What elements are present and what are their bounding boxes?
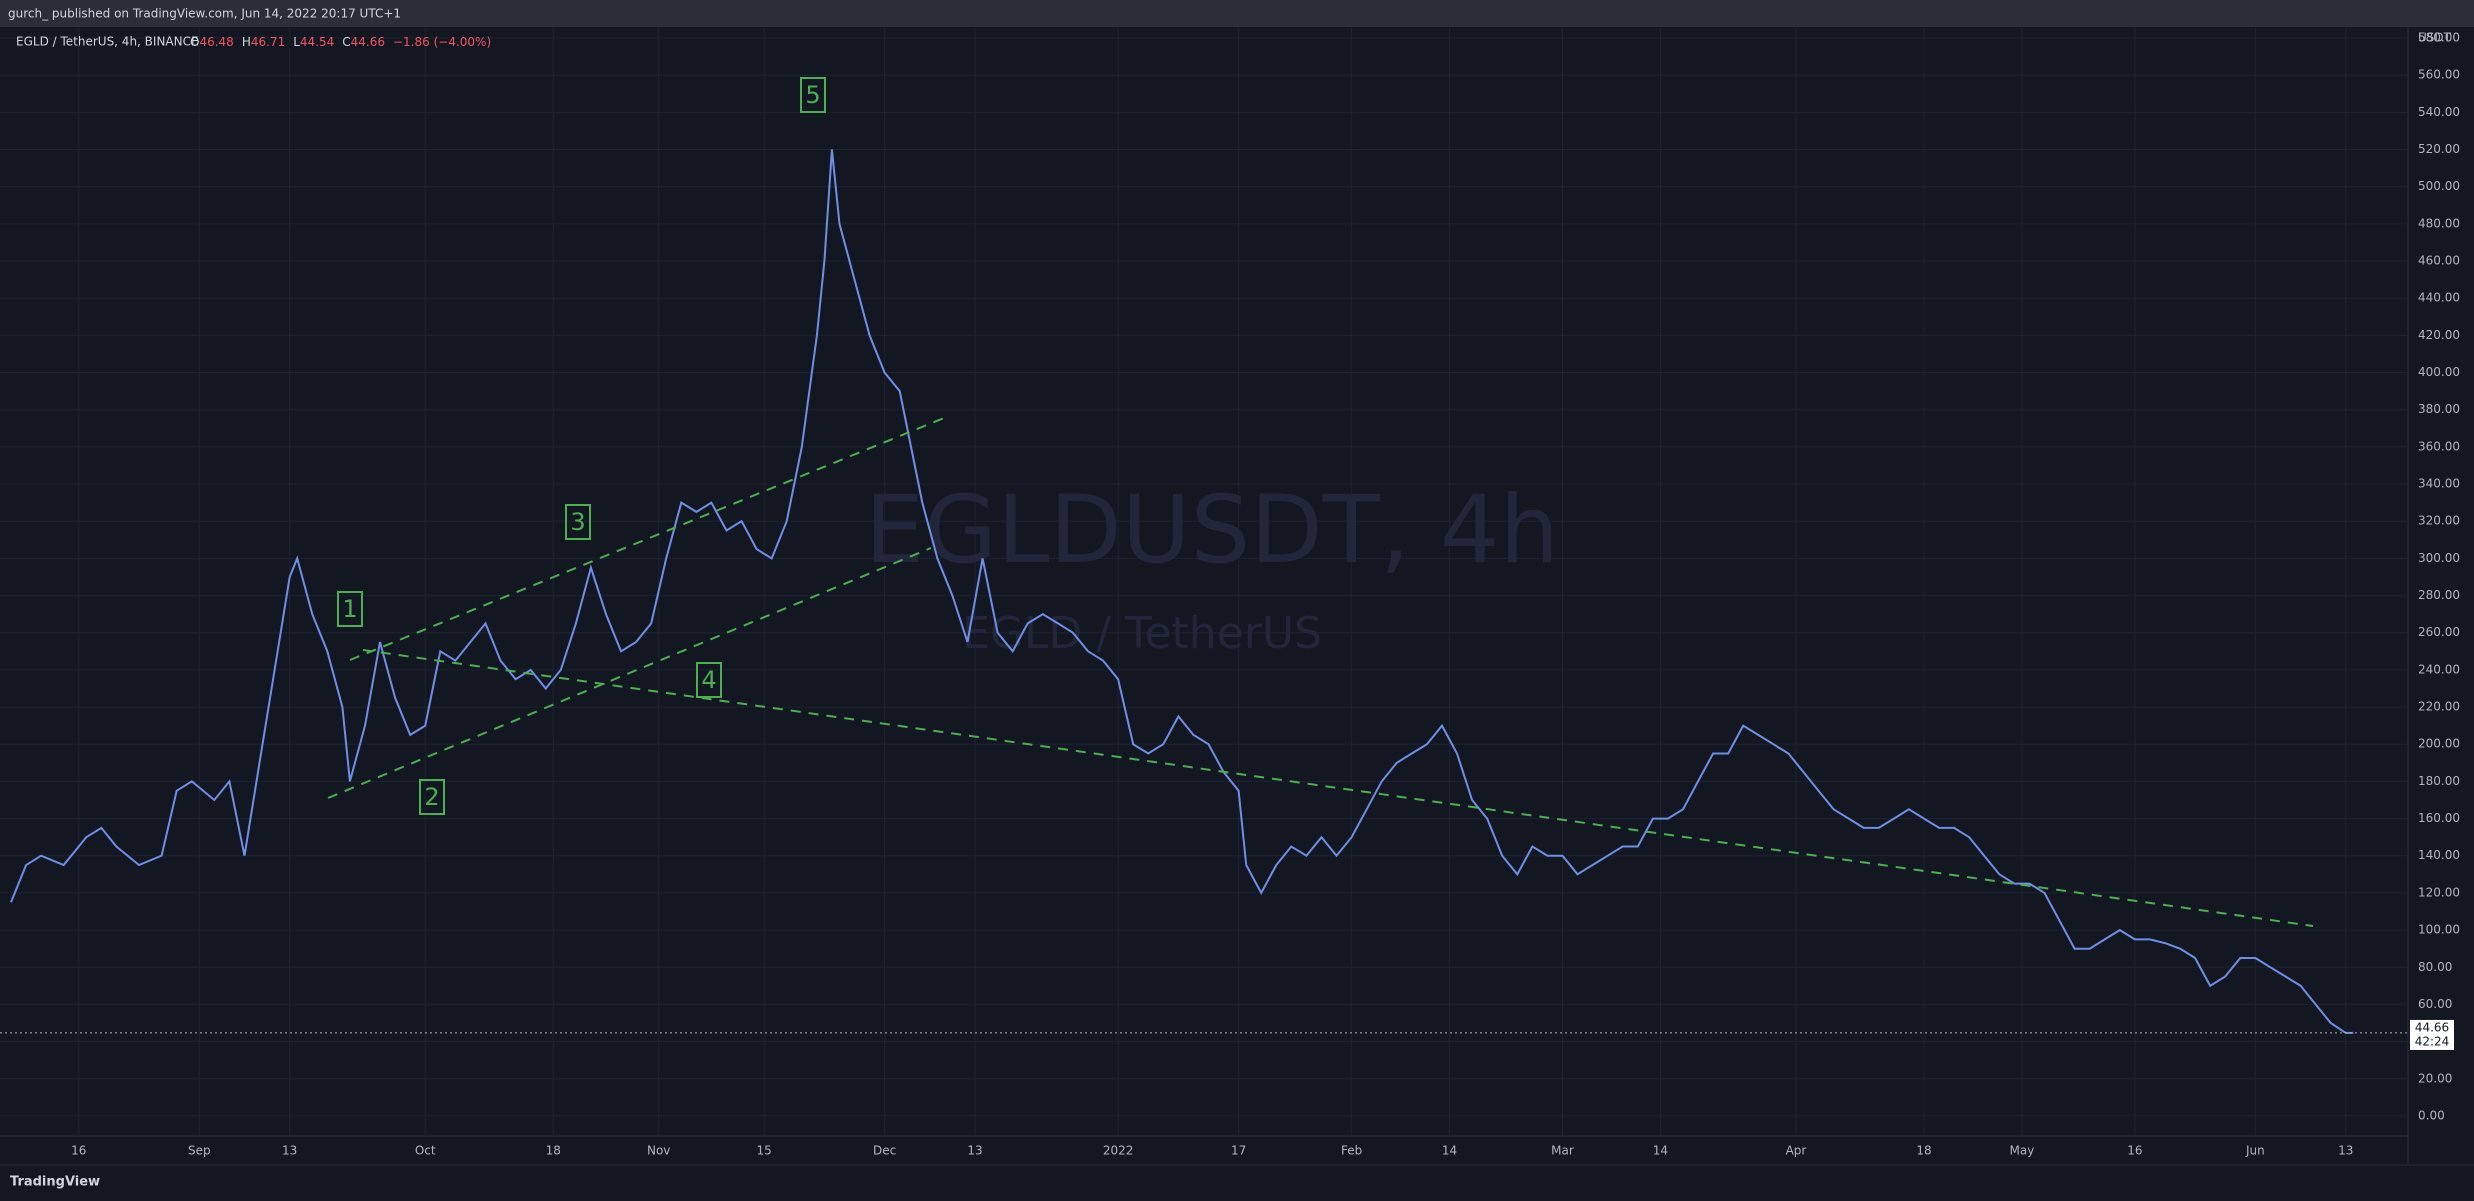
y-tick-label: 220.00	[2418, 700, 2460, 714]
y-tick-label: 280.00	[2418, 588, 2460, 602]
y-tick-label: 460.00	[2418, 254, 2460, 268]
x-tick-label: 16	[71, 1144, 86, 1158]
ohlc-values: O46.48 H46.71 L44.54 C44.66 −1.86 (−4.00%)	[190, 35, 491, 49]
top-bar	[0, 0, 2474, 27]
ohlc-key: C	[342, 35, 350, 49]
x-tick-label: 16	[2127, 1144, 2142, 1158]
wave-label: 1	[337, 591, 363, 627]
x-tick-label: 17	[1231, 1144, 1246, 1158]
x-tick-label: Feb	[1341, 1144, 1362, 1158]
ohlc-value: 44.66	[351, 35, 385, 49]
symbol-info: EGLD / TetherUS, 4h, BINANCE	[16, 35, 199, 49]
x-tick-label: 13	[282, 1144, 297, 1158]
wave-number: 2	[424, 783, 439, 811]
plot	[0, 149, 2408, 1034]
countdown-label: 42:24	[2415, 1034, 2450, 1048]
change-label: −1.86 (−4.00%)	[393, 35, 491, 49]
y-tick-label: 500.00	[2418, 179, 2460, 193]
y-tick-label: 420.00	[2418, 328, 2460, 342]
ohlc-key: O	[190, 35, 199, 49]
x-tick-label: 13	[2338, 1144, 2353, 1158]
x-tick-label: Mar	[1551, 1144, 1574, 1158]
price-line	[10, 149, 2354, 1034]
y-tick-label: 160.00	[2418, 811, 2460, 825]
watermark-subtitle: EGLD / TetherUS	[962, 608, 1322, 659]
y-tick-label: 300.00	[2418, 551, 2460, 565]
y-tick-label: 540.00	[2418, 105, 2460, 119]
ohlc-key: L	[293, 35, 300, 49]
price-unit: USDT	[2418, 31, 2452, 45]
grid	[0, 28, 2408, 1136]
y-tick-label: 100.00	[2418, 923, 2460, 937]
y-tick-label: 560.00	[2418, 68, 2460, 82]
brand: TradingView	[10, 1175, 100, 1190]
y-tick-label: 140.00	[2418, 848, 2460, 862]
x-tick-label: Sep	[188, 1144, 211, 1158]
wave-label: 4	[696, 662, 722, 698]
y-tick-label: 520.00	[2418, 142, 2460, 156]
x-tick-label: Apr	[1786, 1144, 1807, 1158]
ohlc-value: 46.48	[199, 35, 233, 49]
y-tick-label: 240.00	[2418, 662, 2460, 676]
ohlc-value: 44.54	[300, 35, 334, 49]
x-tick-label: May	[2009, 1144, 2034, 1158]
x-tick-label: Dec	[873, 1144, 896, 1158]
y-tick-label: 20.00	[2418, 1071, 2452, 1085]
y-tick-label: 260.00	[2418, 625, 2460, 639]
x-tick-label: 14	[1653, 1144, 1668, 1158]
ohlc-value: 46.71	[251, 35, 285, 49]
y-tick-label: 200.00	[2418, 737, 2460, 751]
x-tick-label: 15	[757, 1144, 772, 1158]
wave-label: 5	[800, 77, 826, 113]
wave-number: 4	[701, 666, 716, 694]
x-tick-label: 18	[1916, 1144, 1931, 1158]
x-tick-label: Oct	[415, 1144, 436, 1158]
wave-number: 1	[342, 595, 357, 623]
y-tick-label: 320.00	[2418, 514, 2460, 528]
y-tick-label: 0.00	[2418, 1108, 2445, 1122]
y-tick-label: 340.00	[2418, 477, 2460, 491]
background	[0, 27, 2474, 1201]
x-tick-label: Jun	[2245, 1144, 2265, 1158]
y-tick-label: 360.00	[2418, 439, 2460, 453]
trend-line	[362, 649, 2314, 927]
y-tick-label: 80.00	[2418, 960, 2452, 974]
wave-number: 5	[805, 81, 820, 109]
publisher-line: gurch_ published on TradingView.com, Jun…	[8, 7, 401, 21]
ohlc-key: H	[242, 35, 251, 49]
y-tick-label: 60.00	[2418, 997, 2452, 1011]
trend-line	[327, 547, 932, 799]
y-tick-label: 180.00	[2418, 774, 2460, 788]
y-tick-label: 120.00	[2418, 885, 2460, 899]
axes: 0.0020.0040.0060.0080.00100.00120.00140.…	[71, 31, 2460, 1158]
y-tick-label: 400.00	[2418, 365, 2460, 379]
x-tick-label: 13	[967, 1144, 982, 1158]
watermark-title: EGLDUSDT, 4h	[865, 476, 1559, 585]
drawings: 1 2 3 4 5	[327, 77, 2314, 927]
x-tick-label: 14	[1442, 1144, 1457, 1158]
x-tick-label: 2022	[1103, 1144, 1134, 1158]
last-price-box	[2410, 1019, 2454, 1050]
y-tick-label: 580.00	[2418, 31, 2460, 45]
x-tick-label: 18	[546, 1144, 561, 1158]
x-tick-label: Nov	[647, 1144, 670, 1158]
last-price-label: 44.66	[2415, 1020, 2449, 1034]
wave-number: 3	[570, 508, 585, 536]
wave-label: 3	[565, 504, 591, 540]
y-tick-label: 380.00	[2418, 402, 2460, 416]
wave-label: 2	[419, 779, 445, 815]
y-tick-label: 440.00	[2418, 291, 2460, 305]
y-tick-label: 480.00	[2418, 216, 2460, 230]
